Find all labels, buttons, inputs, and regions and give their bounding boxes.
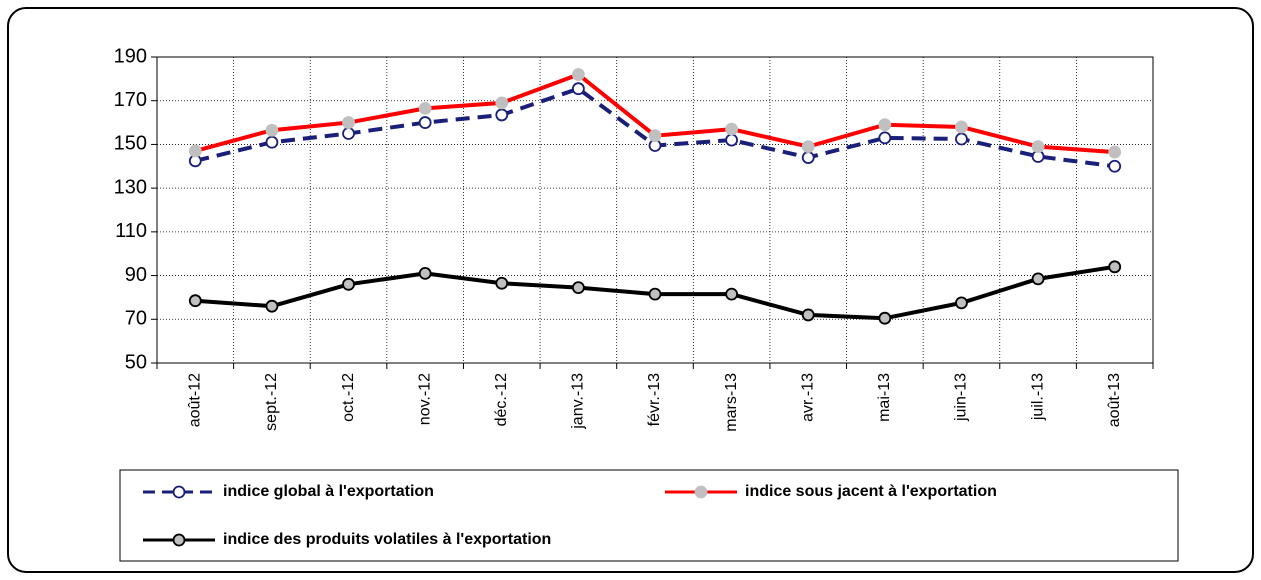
data-point — [955, 296, 968, 310]
y-tick-label: 130 — [114, 176, 147, 198]
legend-marker — [694, 485, 708, 499]
plot-border — [156, 56, 1154, 364]
data-point — [418, 116, 432, 129]
data-point — [342, 127, 355, 140]
legend-marker — [172, 533, 186, 547]
x-tick-label: avr.-13 — [799, 373, 816, 422]
x-tick-label: juil.-13 — [1029, 373, 1046, 421]
data-point — [878, 311, 892, 325]
data-point — [571, 281, 585, 294]
data-point — [1031, 140, 1045, 154]
data-point — [725, 287, 739, 301]
data-point — [725, 133, 739, 147]
data-point — [1108, 145, 1122, 159]
data-point — [1031, 272, 1045, 286]
x-tick-label: août-12 — [187, 373, 204, 427]
x-tick-label: mars-13 — [723, 373, 740, 432]
data-point — [648, 129, 662, 143]
legend-box — [119, 469, 1179, 562]
data-point — [725, 122, 739, 136]
data-point — [648, 287, 662, 301]
data-point — [878, 131, 892, 145]
data-point — [955, 120, 968, 134]
data-point — [801, 151, 815, 164]
data-point — [1108, 260, 1122, 274]
legend-label: indice global à l'exportation — [223, 483, 434, 500]
y-tick-label: 50 — [125, 351, 147, 373]
x-tick-label: juin-13 — [953, 373, 970, 422]
y-tick-label: 70 — [125, 308, 147, 330]
x-tick-label: déc.-12 — [493, 373, 510, 426]
data-point — [495, 96, 509, 110]
y-tick-label: 190 — [114, 45, 147, 67]
data-point — [495, 276, 509, 290]
y-tick-label: 110 — [115, 220, 147, 242]
y-tick-label: 170 — [114, 89, 147, 111]
x-tick-label: févr.-13 — [646, 373, 663, 426]
data-point — [265, 135, 279, 149]
data-point — [265, 123, 279, 137]
data-point — [188, 294, 202, 308]
legend-label: indice des produits volatiles à l'export… — [223, 531, 551, 548]
x-tick-label: nov.-12 — [416, 373, 433, 425]
legend-marker — [172, 485, 186, 499]
x-tick-label: sept.-12 — [263, 373, 280, 431]
data-point — [265, 299, 279, 313]
y-tick-label: 90 — [125, 264, 147, 286]
data-point — [1108, 159, 1122, 173]
y-tick-label: 150 — [114, 133, 147, 155]
x-tick-label: janv.-13 — [570, 373, 587, 430]
data-point — [418, 266, 432, 280]
data-point — [342, 277, 355, 291]
data-point — [188, 144, 202, 158]
data-point — [955, 132, 968, 146]
x-tick-label: oct.-12 — [340, 373, 357, 422]
x-tick-label: août-13 — [1106, 373, 1123, 427]
data-point — [571, 82, 585, 96]
data-point — [418, 101, 432, 115]
data-point — [342, 116, 355, 129]
data-point — [878, 118, 892, 132]
x-tick-label: mai-13 — [876, 373, 893, 422]
data-point — [495, 108, 509, 122]
data-point — [801, 140, 815, 154]
data-point — [571, 68, 585, 81]
data-point — [801, 308, 815, 322]
legend-label: indice sous jacent à l'exportation — [745, 483, 997, 500]
plot-area — [157, 57, 1153, 363]
